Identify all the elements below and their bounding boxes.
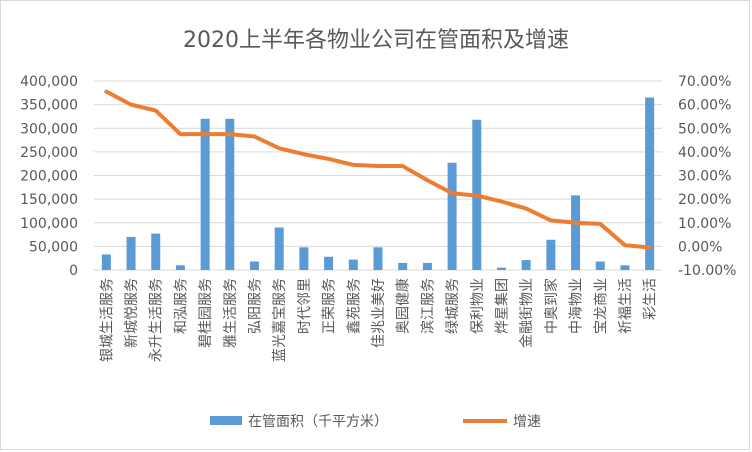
right-tick-label: 60.00% (678, 98, 731, 114)
bar (373, 247, 383, 270)
category-label: 弘阳服务 (248, 278, 264, 334)
bar (151, 233, 161, 270)
line-series (104, 89, 652, 250)
category-label: 佳兆业美好 (371, 278, 387, 348)
category-label: 碧桂园服务 (198, 278, 214, 348)
growth-line (104, 89, 652, 250)
category-label: 绿城服务 (445, 278, 461, 334)
left-tick-label: 250,000 (20, 145, 78, 161)
category-label: 蓝光嘉宝服务 (272, 278, 288, 362)
bar (126, 236, 136, 270)
category-label: 永升生活服务 (149, 278, 165, 362)
right-tick-label: 10.00% (678, 216, 731, 232)
category-label: 时代邻里 (297, 278, 313, 334)
bar (620, 265, 630, 270)
right-tick-label: 50.00% (678, 121, 731, 137)
left-tick-label: 200,000 (20, 169, 78, 185)
bar-series (101, 97, 655, 271)
category-label: 宝龙商业 (593, 278, 609, 334)
left-axis: 0 50,000 100,000 150,000 200,000 250,000 300,0… (20, 74, 78, 279)
category-label: 雅生活服务 (223, 278, 239, 348)
left-tick-label: 350,000 (20, 98, 78, 114)
category-label: 和泓服务 (173, 278, 189, 334)
category-label: 正荣服务 (322, 278, 338, 334)
bar (101, 254, 111, 270)
left-tick-label: 150,000 (20, 192, 78, 208)
bar (299, 247, 309, 270)
chart-title: 2020上半年各物业公司在管面积及增速 (183, 28, 569, 53)
category-label: 中奥到家 (543, 278, 560, 334)
legend-label-bar: 在管面积（千平方米） (248, 414, 388, 430)
bar (571, 195, 581, 270)
bar (250, 261, 260, 270)
bar (496, 267, 506, 270)
gridlines (94, 80, 662, 271)
bar (422, 262, 432, 270)
legend-label-line: 增速 (513, 414, 541, 430)
right-tick-label: 40.00% (678, 145, 731, 161)
left-tick-label: 300,000 (20, 121, 78, 137)
category-label: 祈福生活 (618, 278, 634, 334)
category-label: 中海物业 (569, 278, 585, 334)
right-tick-label: 20.00% (678, 192, 731, 208)
legend-swatch-bar (210, 416, 242, 425)
bar (645, 97, 655, 270)
bar (521, 260, 531, 270)
category-label: 保利物业 (470, 278, 486, 334)
right-tick-label: 30.00% (678, 169, 731, 185)
legend: 在管面积（千平方米） 增速 (210, 414, 541, 430)
left-tick-label: 100,000 (20, 216, 78, 232)
bar (175, 265, 185, 270)
bar (324, 256, 334, 270)
left-tick-label: 0 (69, 263, 78, 279)
right-axis: -10.00% 0.00% 10.00% 20.00% 30.00% 40.00% 50.0… (678, 74, 736, 279)
bar (274, 227, 284, 270)
category-label: 滨江服务 (420, 278, 436, 334)
right-tick-label: 0.00% (678, 239, 722, 255)
category-label: 金融街物业 (519, 278, 535, 348)
bar (546, 239, 556, 270)
category-label: 银城生活服务 (99, 278, 115, 362)
left-tick-label: 50,000 (29, 239, 78, 255)
category-label: 彩生活 (643, 278, 659, 320)
bar (447, 162, 457, 270)
right-tick-label: -10.00% (678, 263, 736, 279)
bar (348, 259, 358, 270)
category-label: 新城悦服务 (124, 278, 140, 348)
right-tick-label: 70.00% (678, 74, 731, 90)
bar (200, 118, 210, 270)
category-label: 烨星集团 (493, 278, 510, 334)
category-label: 鑫苑服务 (345, 278, 362, 334)
category-labels: 银城生活服务 新城悦服务 永升生活服务 和泓服务 碧桂园服务 雅生活服务 弘阳服务 蓝光嘉宝服… (99, 278, 658, 362)
bar (225, 118, 235, 270)
bar (398, 262, 408, 270)
category-label: 奥园健康 (395, 278, 412, 334)
left-tick-label: 400,000 (20, 74, 78, 90)
bar (595, 261, 605, 270)
